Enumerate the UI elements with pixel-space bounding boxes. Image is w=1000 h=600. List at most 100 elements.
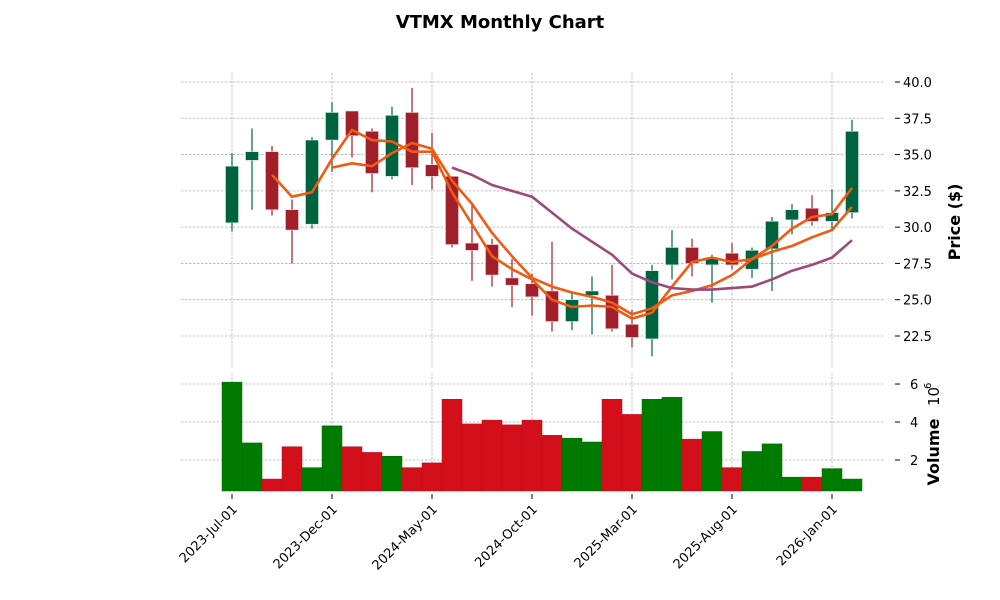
candle [725, 243, 739, 270]
ma-long-line [451, 166, 853, 291]
volume-bar [481, 419, 503, 492]
candle-body [625, 324, 639, 338]
candle [605, 264, 619, 332]
volume-bar [781, 476, 803, 492]
volume-bar [821, 468, 843, 492]
volume-bar [721, 467, 743, 492]
candles [225, 87, 859, 357]
volume-bar [441, 398, 463, 492]
volume-bar [421, 462, 443, 492]
volume-axis-label: Volume [924, 418, 943, 485]
candle-body [785, 209, 799, 221]
price-grid [181, 81, 885, 337]
volume-bar [281, 446, 303, 492]
volume-bar [641, 398, 663, 492]
candle-body [565, 299, 579, 322]
volume-bar [801, 476, 823, 492]
candle-body [465, 242, 479, 251]
candle-body [725, 252, 739, 266]
chart-title: VTMX Monthly Chart [396, 12, 605, 33]
price-tick-label: 35.0 [903, 149, 932, 164]
volume-bar [841, 478, 863, 492]
candle-body [285, 209, 299, 231]
candle-body [545, 290, 559, 322]
candle [465, 203, 479, 281]
volume-bar [401, 467, 423, 492]
candle [325, 102, 339, 172]
x-tick-label: 2026-Jan-01 [774, 502, 841, 569]
candle-body [845, 131, 859, 213]
volume-bar [521, 419, 543, 492]
volume-bar [581, 441, 603, 492]
volume-bar [741, 451, 763, 492]
volume-bar [621, 414, 643, 492]
price-tick-label: 32.5 [903, 185, 932, 200]
x-tick-label: 2023-Dec-01 [271, 502, 341, 572]
price-tick-label: 40.0 [903, 76, 932, 91]
candle [445, 176, 459, 248]
volume-multiplier-base: 10 [925, 387, 943, 406]
x-tick-label: 2025-Aug-01 [671, 502, 741, 572]
candle-body [505, 277, 519, 286]
volume-bar [601, 398, 623, 492]
candle-body [245, 151, 259, 161]
candle-body [385, 115, 399, 177]
volume-bar [501, 424, 523, 492]
volume-bar [541, 435, 563, 492]
price-tick-label: 30.0 [903, 221, 932, 236]
price-axis-ticks: 22.5 25.0 27.5 30.0 32.5 35.0 37.5 40.0 [895, 76, 932, 345]
volume-bar [261, 478, 283, 492]
volume-bar [661, 397, 683, 492]
candle [345, 110, 359, 158]
candle-body [445, 176, 459, 245]
candle-body [425, 164, 439, 177]
volume-bar [681, 438, 703, 492]
candle-body [525, 283, 539, 298]
volume-tick-label: 4 [910, 416, 918, 431]
candle [685, 238, 699, 277]
candle [565, 292, 579, 331]
volume-bar [761, 443, 783, 492]
candle-body [585, 290, 599, 296]
candle [705, 254, 719, 303]
x-tick-label: 2024-May-01 [370, 502, 441, 573]
candle-body [345, 110, 359, 137]
candle [245, 128, 259, 210]
volume-bar [701, 431, 723, 492]
candle-body [225, 165, 239, 224]
candle [845, 119, 859, 219]
volume-bars [221, 381, 863, 492]
volume-bar [361, 452, 383, 492]
x-tick-label: 2024-Oct-01 [472, 502, 540, 570]
volume-bar [241, 442, 263, 492]
price-tick-label: 22.5 [903, 330, 932, 345]
volume-multiplier-exponent: 6 [923, 383, 934, 389]
volume-bar [461, 423, 483, 492]
volume-bar [221, 381, 243, 492]
x-tick-label: 2023-Jul-01 [177, 502, 241, 566]
candle [425, 132, 439, 190]
price-axis-label: Price ($) [945, 184, 964, 261]
volume-bar [301, 467, 323, 492]
volume-bar [321, 425, 343, 492]
x-tick-label: 2025-Mar-01 [572, 502, 641, 571]
volume-bar [381, 455, 403, 492]
price-tick-label: 27.5 [903, 257, 932, 272]
moving-average-lines [271, 128, 854, 320]
ma-mid-line [331, 141, 853, 316]
volume-tick-label: 6 [910, 378, 918, 393]
volume-bar [561, 437, 583, 492]
x-axis-ticks: 2023-Jul-01 2023-Dec-01 2024-May-01 2024-Oc… [177, 494, 841, 573]
candle-body [405, 112, 419, 168]
candle [665, 230, 679, 280]
candle-body [305, 139, 319, 225]
volume-bar [341, 446, 363, 492]
volume-tick-label: 2 [910, 454, 918, 469]
candle [225, 153, 239, 232]
volume-multiplier: 10 6 [923, 383, 943, 406]
price-tick-label: 37.5 [903, 112, 932, 127]
candle [405, 87, 419, 186]
volume-axis-ticks: 2 4 6 [895, 378, 918, 469]
candle [505, 259, 519, 307]
